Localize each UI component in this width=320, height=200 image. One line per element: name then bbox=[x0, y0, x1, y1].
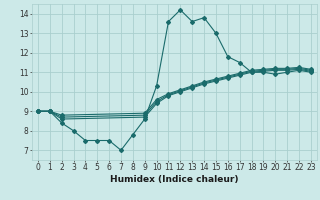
X-axis label: Humidex (Indice chaleur): Humidex (Indice chaleur) bbox=[110, 175, 239, 184]
